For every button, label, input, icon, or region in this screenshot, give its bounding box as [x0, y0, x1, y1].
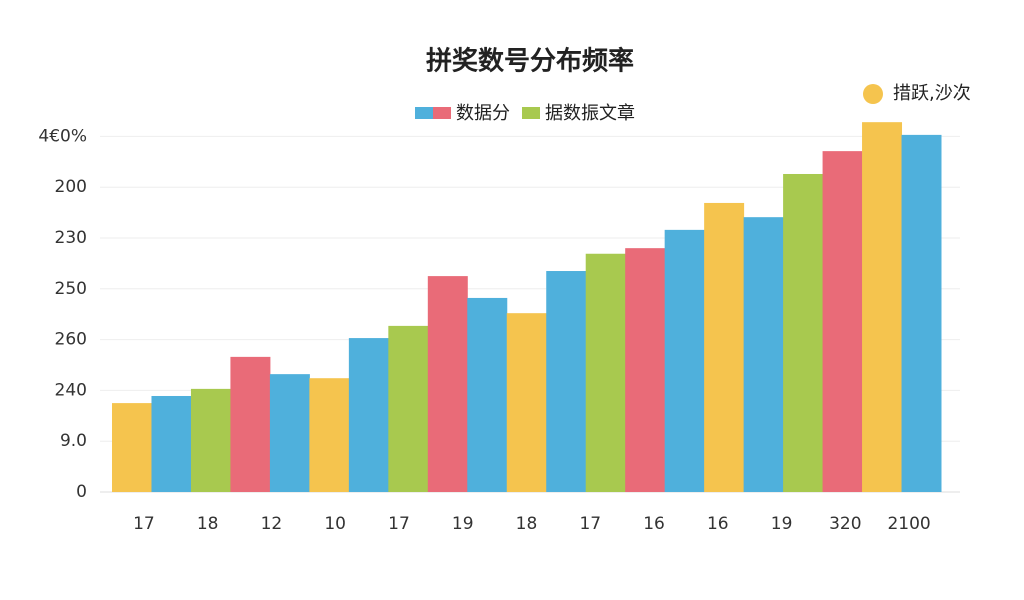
bar [427, 276, 468, 492]
chart-title: 拼奖数号分布频率 [426, 46, 634, 77]
x-tick-label: 19 [771, 514, 793, 534]
bar [664, 229, 705, 492]
bar [467, 297, 508, 492]
bar [901, 134, 942, 492]
bar [388, 325, 429, 492]
x-tick-label: 16 [707, 514, 729, 534]
bar [546, 271, 587, 492]
y-tick-label: 260 [55, 330, 87, 350]
x-tick-label: 2100 [887, 514, 930, 534]
y-tick-label: 4€0% [38, 126, 87, 146]
bar [348, 338, 389, 492]
bar [783, 173, 824, 492]
x-tick-label: 18 [197, 514, 219, 534]
bar [743, 217, 784, 492]
x-tick-label: 18 [516, 514, 538, 534]
bar [625, 248, 666, 492]
bar [269, 374, 310, 492]
bar [190, 388, 231, 492]
y-tick-label: 200 [55, 177, 87, 197]
bar [151, 395, 192, 492]
x-tick-label: 17 [388, 514, 410, 534]
y-tick-label: 230 [55, 228, 87, 248]
bar [704, 202, 745, 492]
legend-marker [863, 84, 883, 104]
legend-swatch [415, 107, 433, 119]
y-tick-label: 9.0 [60, 431, 87, 451]
bar [506, 313, 547, 492]
y-tick-label: 250 [55, 279, 87, 299]
legend-swatch [522, 107, 540, 119]
bar [112, 403, 152, 492]
bar [862, 122, 903, 493]
y-tick-label: 240 [55, 380, 87, 400]
bar [822, 151, 863, 492]
x-tick-label: 17 [133, 514, 155, 534]
bar [585, 253, 626, 492]
bar [309, 378, 350, 492]
bar [230, 356, 271, 492]
legend-label: 措跃,沙次 [893, 83, 971, 104]
x-tick-label: 320 [829, 514, 861, 534]
x-tick-label: 17 [579, 514, 601, 534]
legend-swatch [433, 107, 451, 119]
x-tick-label: 16 [643, 514, 665, 534]
x-tick-label: 12 [261, 514, 283, 534]
y-tick-label: 0 [76, 482, 87, 502]
x-tick-label: 19 [452, 514, 474, 534]
x-tick-label: 10 [324, 514, 346, 534]
legend-label: 数据分 [456, 103, 510, 124]
legend-label: 据数振文章 [545, 103, 635, 124]
